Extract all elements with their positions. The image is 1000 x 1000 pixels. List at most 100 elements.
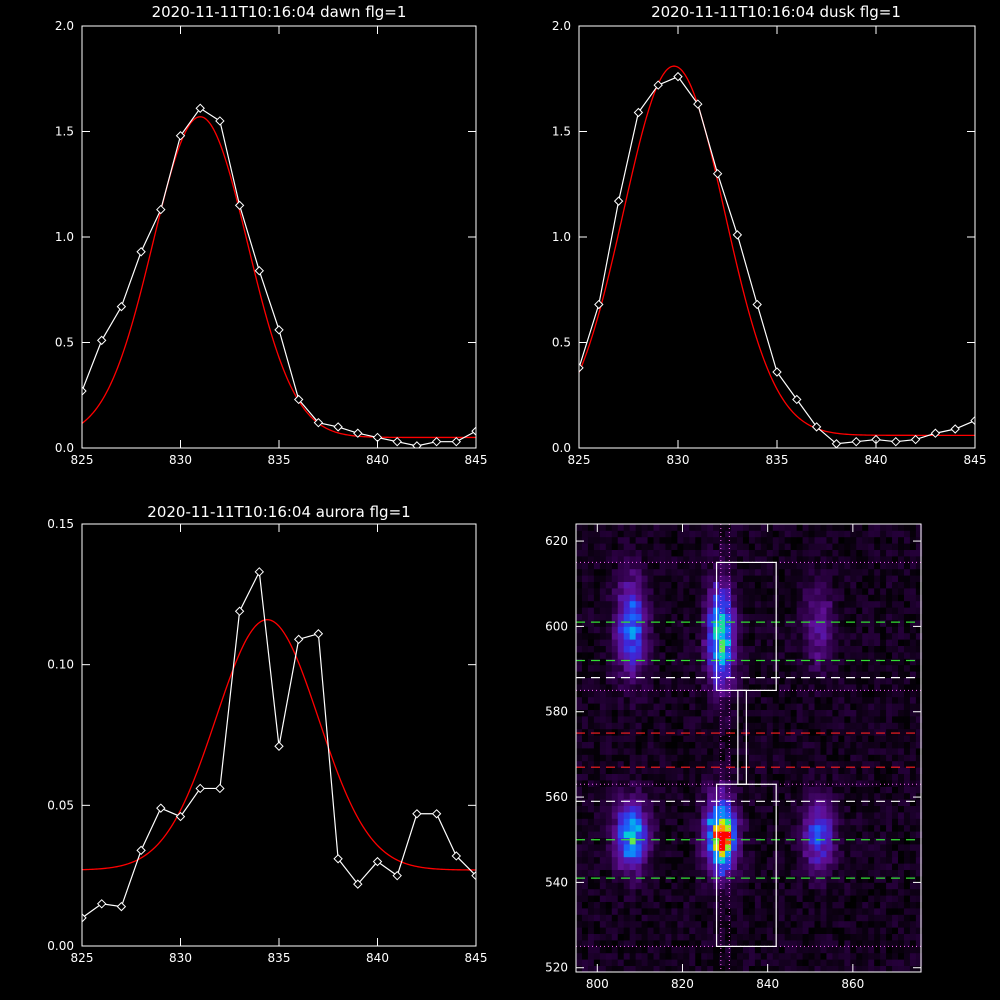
heatmap-cell — [820, 536, 827, 544]
heatmap-cell — [713, 952, 720, 960]
heatmap-cell — [587, 869, 595, 877]
heatmap-cell — [909, 658, 917, 666]
heatmap-cell — [671, 920, 678, 928]
heatmap-cell — [653, 895, 660, 902]
heatmap-cell — [689, 684, 696, 691]
heatmap-cell — [707, 562, 714, 570]
heatmap-cell — [617, 562, 625, 570]
heatmap-cell — [641, 927, 648, 934]
heatmap-cell — [850, 741, 857, 749]
heatmap-cell — [856, 876, 863, 883]
heatmap-cell — [844, 607, 851, 614]
heatmap-cell — [742, 594, 750, 602]
heatmap-cell — [635, 735, 642, 742]
heatmap-cell — [915, 940, 923, 947]
heatmap-cell — [862, 588, 869, 595]
heatmap-cell — [593, 632, 601, 640]
heatmap-cell — [903, 773, 911, 781]
heatmap-cell — [772, 760, 780, 768]
heatmap-cell — [784, 748, 792, 755]
heatmap-cell — [796, 607, 803, 614]
heatmap-cell — [737, 594, 744, 602]
heatmap-cell — [796, 703, 803, 710]
heatmap-cell — [850, 652, 857, 659]
heatmap-cell — [748, 671, 756, 678]
heatmap-cell — [659, 952, 666, 960]
heatmap-cell — [802, 677, 809, 685]
heatmap-cell — [587, 927, 595, 934]
heatmap-cell — [820, 645, 827, 653]
heatmap-cell — [754, 748, 762, 755]
heatmap-cell — [689, 568, 696, 576]
heatmap-cell — [766, 594, 774, 602]
heatmap-cell — [892, 684, 899, 691]
heatmap-cell — [576, 869, 583, 877]
heatmap-cell — [581, 831, 589, 838]
heatmap-cell — [677, 696, 684, 704]
heatmap-cell — [880, 716, 887, 723]
heatmap-cell — [671, 677, 678, 685]
heatmap-cell — [623, 594, 631, 602]
heatmap-cell — [790, 696, 798, 704]
heatmap-cell — [605, 556, 613, 563]
heatmap-cell — [635, 677, 642, 685]
heatmap-cell — [868, 844, 875, 851]
heatmap-cell — [635, 696, 642, 704]
heatmap-cell — [683, 626, 690, 634]
heatmap-cell — [790, 805, 798, 813]
heatmap-cell — [820, 786, 827, 794]
heatmap-cell — [850, 696, 857, 704]
heatmap-cell — [707, 908, 714, 915]
heatmap-cell — [737, 652, 744, 659]
heatmap-cell — [909, 876, 917, 883]
heatmap-cell — [844, 722, 851, 730]
heatmap-cell — [856, 626, 863, 634]
heatmap-cell — [838, 703, 845, 710]
heatmap-cell — [629, 856, 637, 864]
heatmap-cell — [832, 594, 839, 602]
heatmap-cell — [874, 920, 881, 928]
heatmap-cell — [605, 594, 613, 602]
heatmap-cell — [647, 959, 654, 966]
heatmap-cell — [826, 671, 833, 678]
heatmap-cell — [653, 639, 660, 646]
heatmap-cell — [725, 556, 732, 563]
heatmap-cell — [909, 703, 917, 710]
heatmap-cell — [695, 607, 702, 614]
heatmap-cell — [778, 524, 786, 531]
heatmap-cell — [611, 543, 619, 550]
heatmap-cell — [772, 709, 780, 717]
heatmap-cell — [731, 632, 738, 640]
heatmap-cell — [647, 952, 654, 960]
heatmap-cell — [671, 952, 678, 960]
heatmap-cell — [850, 575, 857, 582]
heatmap-cell — [635, 863, 642, 870]
heatmap-cell — [808, 901, 815, 909]
heatmap-cell — [677, 888, 684, 896]
heatmap-cell — [647, 882, 654, 890]
heatmap-cell — [874, 709, 881, 717]
heatmap-cell — [695, 952, 702, 960]
heatmap-cell — [653, 716, 660, 723]
heatmap-cell — [719, 824, 726, 832]
heatmap-cell — [635, 671, 642, 678]
heatmap-cell — [784, 722, 792, 730]
heatmap-cell — [856, 920, 863, 928]
heatmap-cell — [778, 632, 786, 640]
heatmap-cell — [689, 863, 696, 870]
heatmap-cell — [701, 965, 708, 973]
heatmap-cell — [754, 959, 762, 966]
heatmap-cell — [856, 914, 863, 922]
heatmap-cell — [772, 767, 780, 774]
heatmap-cell — [605, 581, 613, 589]
heatmap-cell — [737, 844, 744, 851]
heatmap-cell — [826, 773, 833, 781]
heatmap-cell — [802, 684, 809, 691]
heatmap-cell — [641, 767, 648, 774]
dusk-data-point — [851, 436, 861, 447]
heatmap-cell — [689, 671, 696, 678]
heatmap-cell — [886, 863, 893, 870]
heatmap-cell — [903, 741, 911, 749]
heatmap-cell — [617, 882, 625, 890]
heatmap-cell — [862, 940, 869, 947]
